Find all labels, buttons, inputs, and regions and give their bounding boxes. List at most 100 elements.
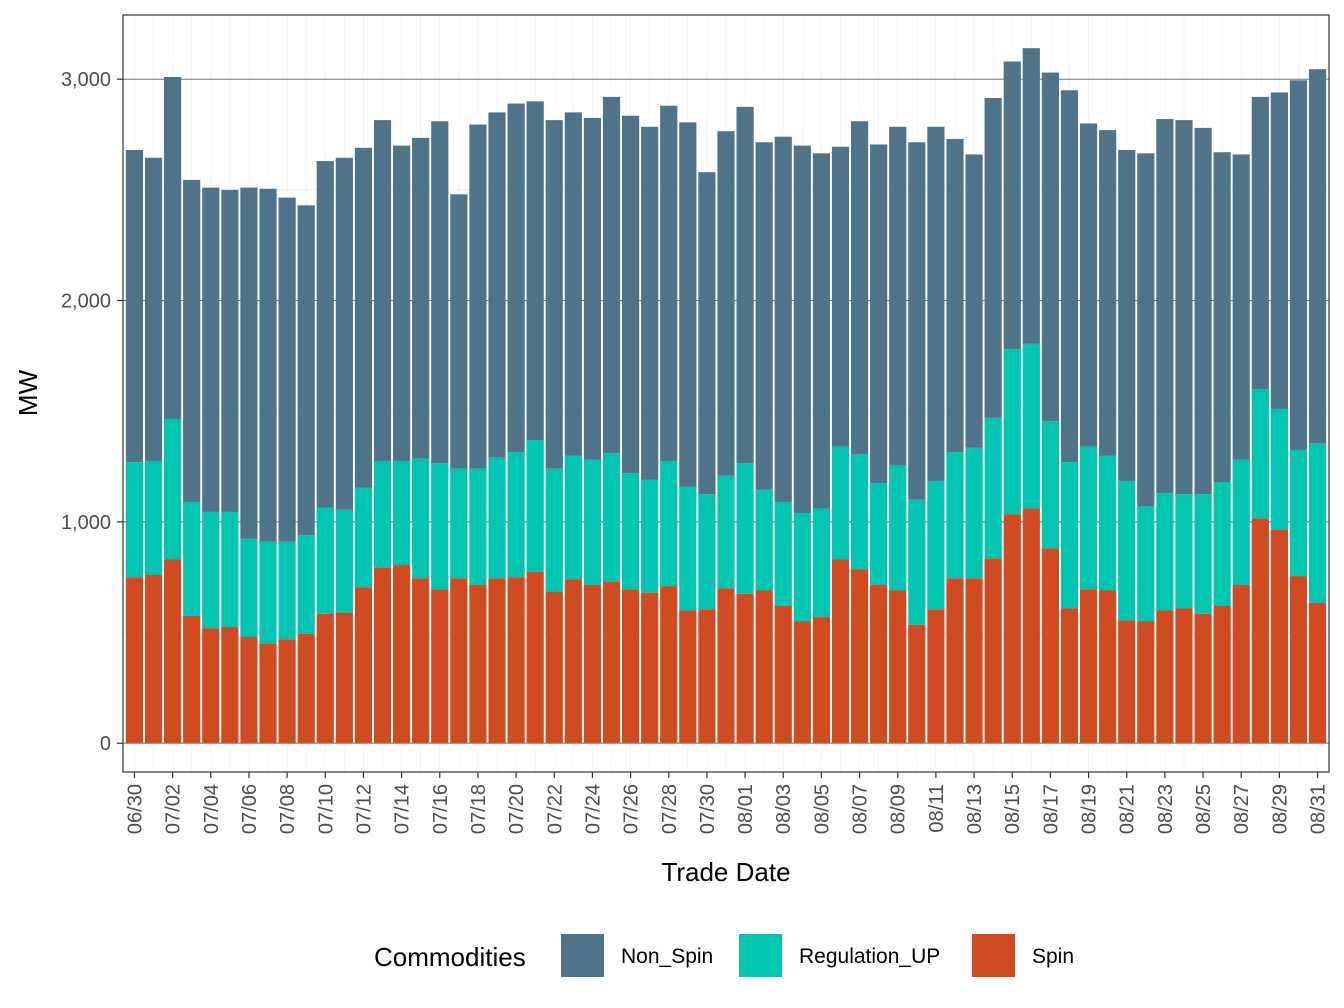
bar-regulation-up — [755, 489, 773, 591]
bar-non-spin — [1022, 48, 1040, 344]
x-tick-label: 07/02 — [163, 784, 185, 834]
x-tick-label: 07/24 — [582, 784, 604, 834]
bar-spin — [183, 615, 201, 744]
x-tick-label: 07/22 — [544, 784, 566, 834]
bar-regulation-up — [488, 457, 506, 579]
bar-non-spin — [1175, 120, 1193, 495]
bar-spin — [164, 559, 182, 744]
bar-spin — [870, 584, 888, 744]
x-tick-label: 07/06 — [239, 784, 261, 834]
bar-non-spin — [1251, 96, 1269, 390]
bar-regulation-up — [908, 499, 926, 625]
legend-swatch-spin — [972, 934, 1015, 977]
bar-spin — [431, 589, 449, 744]
legend-label-non-spin: Non_Spin — [621, 945, 713, 968]
bar-spin — [221, 627, 239, 744]
bar-spin — [908, 624, 926, 744]
bar-spin — [965, 578, 983, 744]
bar-regulation-up — [736, 463, 754, 594]
x-tick-label: 08/27 — [1231, 784, 1253, 834]
bar-spin — [1060, 608, 1079, 744]
x-tick-label: 07/28 — [659, 784, 681, 834]
bar-regulation-up — [393, 461, 411, 566]
bar-regulation-up — [679, 486, 697, 611]
bar-spin — [1251, 518, 1269, 744]
x-axis: 06/30 07/02 07/04 07/06 07/08 07/10 07/12 07/14… — [124, 772, 1330, 834]
bar-spin — [622, 589, 640, 744]
bar-spin — [545, 591, 563, 744]
bar-regulation-up — [450, 468, 468, 579]
bar-regulation-up — [1099, 455, 1117, 591]
bar-non-spin — [812, 153, 830, 509]
bar-spin — [1137, 621, 1155, 744]
bar-spin — [240, 636, 258, 744]
bar-regulation-up — [526, 439, 544, 572]
bar-regulation-up — [564, 455, 582, 580]
x-tick-label: 08/09 — [888, 784, 910, 834]
x-tick-label: 07/08 — [277, 784, 299, 834]
bar-spin — [1270, 529, 1288, 744]
y-tick-label: 3,000 — [61, 69, 111, 91]
bar-non-spin — [602, 96, 621, 454]
bar-regulation-up — [1118, 480, 1136, 621]
bar-spin — [488, 578, 506, 744]
bar-spin — [1079, 589, 1098, 744]
bar-spin — [1156, 610, 1174, 744]
bar-spin — [297, 633, 315, 744]
bar-regulation-up — [927, 480, 945, 610]
bar-regulation-up — [717, 475, 735, 589]
x-tick-label: 07/14 — [392, 784, 414, 834]
bar-non-spin — [850, 121, 869, 455]
x-tick-label: 07/10 — [315, 784, 337, 834]
bar-non-spin — [488, 112, 506, 458]
bar-non-spin — [1003, 61, 1021, 350]
bar-regulation-up — [164, 418, 182, 560]
x-tick-label: 08/03 — [773, 784, 795, 834]
bar-regulation-up — [1137, 506, 1155, 622]
y-axis: 0 1,000 2,000 3,000 — [61, 69, 123, 755]
bar-non-spin — [526, 101, 544, 440]
bar-regulation-up — [1251, 389, 1269, 519]
bar-regulation-up — [641, 479, 659, 593]
bar-spin — [1003, 514, 1021, 744]
bar-spin — [526, 571, 544, 744]
bar-regulation-up — [946, 452, 964, 579]
bar-regulation-up — [354, 487, 373, 588]
legend-label-spin: Spin — [1032, 945, 1074, 968]
bar-regulation-up — [1041, 421, 1059, 549]
bar-regulation-up — [240, 538, 258, 637]
bar-non-spin — [431, 121, 449, 464]
bar-non-spin — [393, 145, 411, 462]
bar-spin — [946, 578, 964, 744]
bar-regulation-up — [889, 465, 907, 591]
bar-regulation-up — [1022, 343, 1040, 509]
bar-spin — [1099, 590, 1117, 744]
bar-regulation-up — [1156, 493, 1174, 611]
bar-non-spin — [1118, 150, 1136, 481]
bar-non-spin — [717, 131, 735, 476]
bar-spin — [450, 578, 468, 744]
bar-regulation-up — [1213, 482, 1231, 606]
bar-non-spin — [965, 154, 983, 448]
y-tick-label: 0 — [100, 733, 111, 755]
bar-non-spin — [1289, 80, 1308, 450]
bar-spin — [812, 617, 830, 744]
bar-regulation-up — [144, 461, 163, 576]
bar-non-spin — [870, 144, 888, 484]
bars — [125, 48, 1327, 744]
bar-spin — [698, 609, 716, 744]
bar-regulation-up — [221, 511, 239, 628]
legend-title: Commodities — [374, 942, 526, 972]
bar-non-spin — [679, 122, 697, 487]
bar-regulation-up — [831, 446, 850, 560]
bar-spin — [507, 577, 525, 744]
bar-non-spin — [831, 146, 850, 447]
bar-spin — [259, 643, 277, 744]
bar-spin — [1041, 548, 1059, 744]
bar-regulation-up — [431, 463, 449, 590]
bar-non-spin — [622, 115, 640, 474]
x-tick-label: 07/30 — [697, 784, 719, 834]
bar-non-spin — [583, 117, 602, 460]
x-tick-label: 07/20 — [506, 784, 528, 834]
